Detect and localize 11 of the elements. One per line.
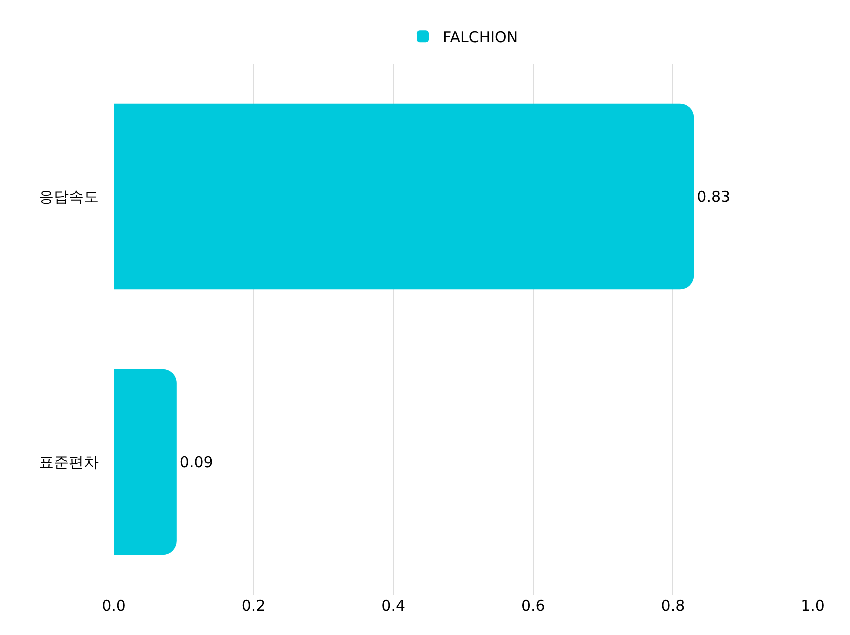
data-label: 0.09	[180, 453, 214, 472]
x-tick-label: 0.8	[661, 597, 686, 615]
y-tick-label: 표준편차	[39, 454, 99, 472]
x-tick-label: 0.4	[382, 597, 406, 615]
data-label: 0.83	[697, 188, 731, 206]
x-tick-label: 0.2	[242, 597, 266, 615]
legend-label: FALCHION	[443, 28, 518, 46]
x-tick-label: 0.0	[102, 597, 126, 615]
x-tick-label: 0.6	[521, 597, 546, 615]
y-tick-label: 응답속도	[39, 188, 99, 206]
x-tick-label: 1.0	[801, 597, 825, 615]
